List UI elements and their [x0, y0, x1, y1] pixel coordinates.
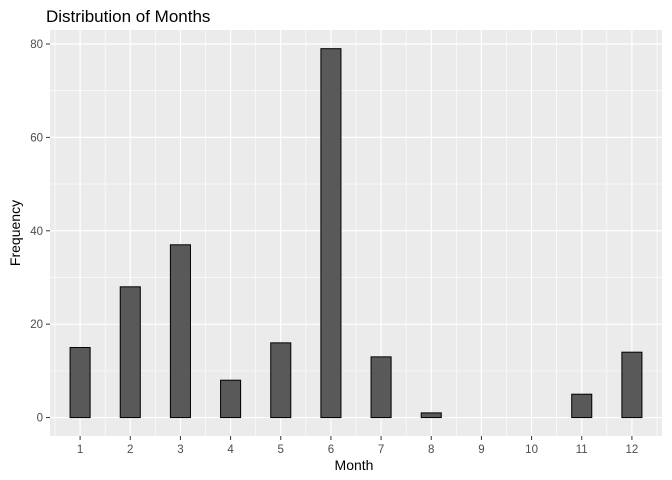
x-axis-title: Month — [335, 457, 374, 473]
bar-month-6 — [320, 48, 342, 419]
x-tick-label: 3 — [177, 444, 183, 456]
bar-month-11 — [571, 393, 593, 419]
x-tick-label: 5 — [278, 444, 284, 456]
y-tick-label: 40 — [30, 226, 43, 238]
y-tick-label: 0 — [37, 413, 43, 425]
bar-month-7 — [370, 356, 392, 419]
x-tick-label: 7 — [378, 444, 384, 456]
x-tick-label: 1 — [77, 444, 83, 456]
bars — [69, 48, 643, 419]
y-axis-title: Frequency — [7, 200, 23, 266]
bar-month-12 — [621, 351, 643, 419]
x-tick-label: 10 — [525, 444, 538, 456]
bar-month-4 — [220, 379, 242, 419]
bar-month-1 — [69, 347, 91, 419]
y-tick-label: 60 — [30, 132, 43, 144]
x-tick-label: 11 — [576, 444, 588, 456]
x-axis: 1 2 3 4 5 6 7 8 9 10 11 12 — [77, 436, 638, 456]
y-axis: 0 20 40 60 80 — [30, 39, 50, 425]
bar-month-5 — [270, 342, 292, 419]
x-tick-label: 8 — [428, 444, 434, 456]
x-tick-label: 4 — [227, 444, 234, 456]
bar-month-2 — [119, 286, 141, 419]
bar-month-3 — [169, 244, 191, 419]
bar-month-8 — [420, 412, 442, 419]
y-tick-label: 20 — [30, 319, 43, 331]
y-tick-label: 80 — [30, 39, 43, 51]
x-tick-label: 2 — [127, 444, 133, 456]
x-tick-label: 9 — [478, 444, 484, 456]
chart-title: Distribution of Months — [46, 7, 210, 26]
x-tick-label: 12 — [626, 444, 639, 456]
x-tick-label: 6 — [328, 444, 334, 456]
